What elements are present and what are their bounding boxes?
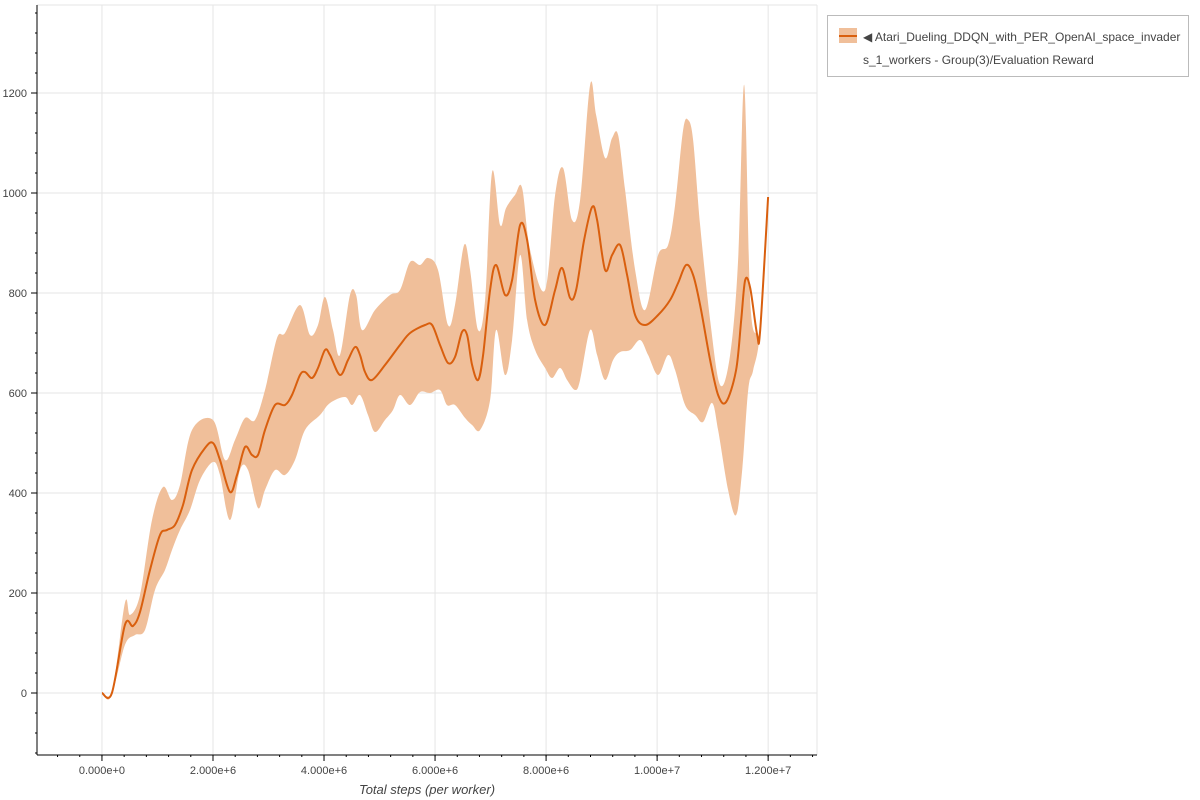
x-tick-label: 1.000e+7 [634, 765, 680, 777]
y-tick-label: 400 [9, 488, 27, 500]
x-tick-label: 0.000e+0 [79, 765, 125, 777]
x-axis-label: Total steps (per worker) [359, 782, 495, 797]
line-layer [101, 196, 770, 699]
x-tick-label: 4.000e+6 [301, 765, 347, 777]
band-layer [101, 81, 769, 700]
y-tick-label: 0 [21, 688, 27, 700]
legend-entry-label[interactable]: ◀ Atari_Dueling_DDQN_with_PER_OpenAI_spa… [863, 30, 1181, 67]
y-tick-label: 1200 [3, 88, 27, 100]
x-tick-label: 1.200e+7 [745, 765, 791, 777]
x-tick-label: 2.000e+6 [190, 765, 236, 777]
mean-reward-line [101, 196, 770, 699]
y-tick-label: 600 [9, 388, 27, 400]
y-tick-label: 200 [9, 588, 27, 600]
legend-swatch [839, 28, 857, 43]
confidence-band [101, 81, 769, 700]
y-tick-label: 800 [9, 288, 27, 300]
legend-line-swatch [839, 35, 857, 37]
x-tick-label: 6.000e+6 [412, 765, 458, 777]
axes: 0.000e+0 2.000e+6 4.000e+6 6.000e+6 8.000e+6… [3, 5, 817, 777]
y-tick-label: 1000 [3, 188, 27, 200]
x-tick-label: 8.000e+6 [523, 765, 569, 777]
legend[interactable]: ◀ Atari_Dueling_DDQN_with_PER_OpenAI_spa… [827, 15, 1189, 77]
